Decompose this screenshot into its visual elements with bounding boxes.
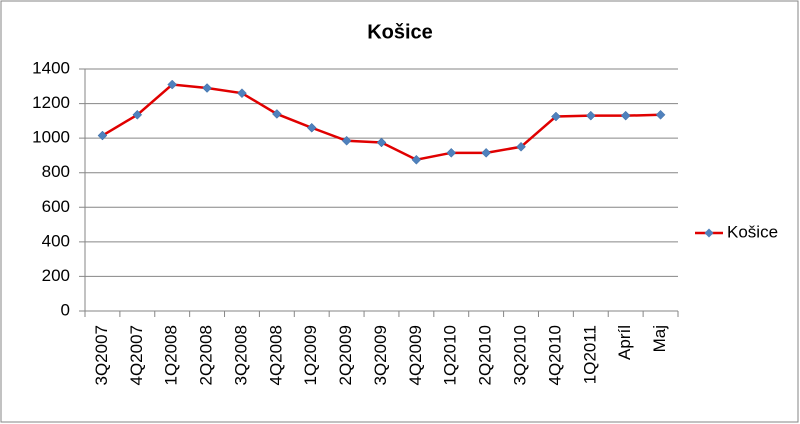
x-tick-label: Apríl <box>615 325 634 360</box>
data-point <box>585 110 596 121</box>
y-tick-label: 1200 <box>32 93 70 112</box>
data-point <box>516 141 526 152</box>
y-tick-label: 200 <box>42 266 70 285</box>
x-tick-label: 4Q2010 <box>545 325 564 386</box>
data-point <box>167 79 178 90</box>
data-point <box>620 110 631 121</box>
data-point <box>132 109 143 120</box>
x-tick-label: 4Q2007 <box>127 325 146 386</box>
x-tick-label: 3Q2009 <box>371 325 390 386</box>
y-tick-label: 0 <box>61 300 70 319</box>
x-tick-label: 1Q2008 <box>162 325 181 386</box>
x-tick-label: 3Q2007 <box>92 325 111 386</box>
legend-label: Košice <box>727 222 778 241</box>
y-tick-label: 1400 <box>32 58 70 77</box>
x-tick-label: Maj <box>650 325 669 352</box>
data-point <box>446 147 457 158</box>
data-point <box>271 109 282 119</box>
data-point <box>655 109 666 120</box>
data-point <box>481 147 492 158</box>
chart-title: Košice <box>367 21 433 43</box>
data-point <box>551 111 561 122</box>
data-point <box>411 154 422 165</box>
y-tick-label: 1000 <box>32 128 70 147</box>
x-tick-label: 3Q2010 <box>511 325 530 386</box>
x-tick-label: 2Q2009 <box>336 325 355 386</box>
x-tick-label: 1Q2010 <box>441 325 460 386</box>
x-tick-label: 2Q2010 <box>476 325 495 386</box>
data-point <box>306 122 317 133</box>
x-tick-label: 4Q2009 <box>406 325 425 386</box>
data-point <box>237 88 247 99</box>
x-tick-label: 3Q2008 <box>231 325 250 386</box>
y-tick-label: 400 <box>42 231 70 250</box>
data-point <box>341 135 352 146</box>
x-tick-label: 1Q2011 <box>580 325 599 384</box>
x-tick-label: 2Q2008 <box>197 325 216 386</box>
legend-marker <box>704 228 714 238</box>
data-point <box>202 83 212 93</box>
x-tick-label: 1Q2009 <box>301 325 320 386</box>
y-tick-label: 800 <box>42 162 70 181</box>
y-tick-label: 600 <box>42 197 70 216</box>
data-point <box>376 137 387 148</box>
x-tick-label: 4Q2008 <box>266 325 285 386</box>
data-point <box>97 130 108 141</box>
